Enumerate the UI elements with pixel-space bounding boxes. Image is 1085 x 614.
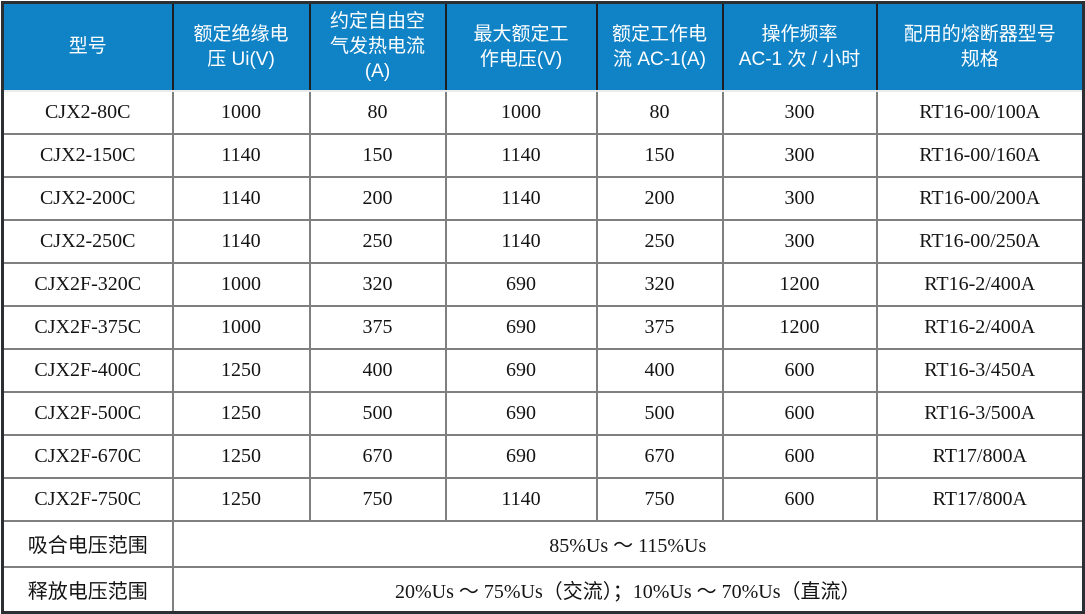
col-header-model: 型号 [1,1,174,92]
cell-fuse: RT16-00/200A [875,175,1085,221]
table-cell: 375 [595,304,724,350]
col-header-insulation-voltage: 额定绝缘电 压 Ui(V) [171,1,311,92]
table-cell: 400 [595,347,724,393]
cell-model: CJX2-250C [1,218,174,264]
table-cell: 250 [595,218,724,264]
cell-model: CJX2-150C [1,132,174,178]
table-row: CJX2F-500C 1250 500 690 500 600 RT16-3/5… [1,390,1085,436]
pickup-voltage-range-label: 吸合电压范围 [1,519,174,568]
col-header-ac1-current: 额定工作电 流 AC-1(A) [595,1,724,92]
table-cell: 320 [308,261,447,307]
table-cell: 750 [595,476,724,522]
table-row: CJX2-250C 1140 250 1140 250 300 RT16-00/… [1,218,1085,264]
cell-fuse: RT17/800A [875,476,1085,522]
table-row: CJX2F-670C 1250 670 690 670 600 RT17/800… [1,433,1085,479]
table-cell: 200 [595,175,724,221]
cell-fuse: RT16-00/100A [875,89,1085,135]
release-voltage-range-label: 释放电压范围 [1,565,174,614]
table-cell: 1200 [721,304,878,350]
table-cell: 1140 [444,476,598,522]
table-cell: 500 [308,390,447,436]
table-cell: 1200 [721,261,878,307]
cell-model: CJX2F-400C [1,347,174,393]
cell-fuse: RT16-2/400A [875,261,1085,307]
table-cell: 670 [595,433,724,479]
table-cell: 600 [721,347,878,393]
col-header-thermal-current: 约定自由空 气发热电流 (A) [308,1,447,92]
table-cell: 1000 [171,89,311,135]
cell-model: CJX2F-375C [1,304,174,350]
pickup-voltage-range-row: 吸合电压范围 85%Us ～ 115%Us [1,519,1085,568]
table-cell: 320 [595,261,724,307]
table-cell: 1000 [171,304,311,350]
table-cell: 300 [721,89,878,135]
table-cell: 1250 [171,390,311,436]
table-cell: 750 [308,476,447,522]
table-cell: 600 [721,390,878,436]
table-row: CJX2-150C 1140 150 1140 150 300 RT16-00/… [1,132,1085,178]
cell-model: CJX2-80C [1,89,174,135]
cell-fuse: RT17/800A [875,433,1085,479]
cell-model: CJX2F-670C [1,433,174,479]
table-cell: 690 [444,304,598,350]
cell-fuse: RT16-3/500A [875,390,1085,436]
table-row: CJX2F-320C 1000 320 690 320 1200 RT16-2/… [1,261,1085,307]
table-row: CJX2-200C 1140 200 1140 200 300 RT16-00/… [1,175,1085,221]
cell-model: CJX2F-500C [1,390,174,436]
table-cell: 300 [721,218,878,264]
table-cell: 500 [595,390,724,436]
table-row: CJX2F-375C 1000 375 690 375 1200 RT16-2/… [1,304,1085,350]
table-cell: 400 [308,347,447,393]
cell-fuse: RT16-00/250A [875,218,1085,264]
table-cell: 300 [721,175,878,221]
cell-fuse: RT16-00/160A [875,132,1085,178]
table-cell: 690 [444,390,598,436]
table-cell: 670 [308,433,447,479]
table-cell: 1140 [444,132,598,178]
header-row: 型号 额定绝缘电 压 Ui(V) 约定自由空 气发热电流 (A) 最大额定工 作… [1,1,1085,92]
table-cell: 250 [308,218,447,264]
table-cell: 690 [444,433,598,479]
table-cell: 300 [721,132,878,178]
table-cell: 600 [721,476,878,522]
cell-fuse: RT16-2/400A [875,304,1085,350]
table-cell: 150 [595,132,724,178]
table-cell: 200 [308,175,447,221]
cell-model: CJX2F-750C [1,476,174,522]
table-cell: 690 [444,347,598,393]
table-cell: 1140 [444,218,598,264]
table-cell: 1000 [171,261,311,307]
col-header-fuse-spec: 配用的熔断器型号 规格 [875,1,1085,92]
table-cell: 1250 [171,347,311,393]
table-row: CJX2F-400C 1250 400 690 400 600 RT16-3/4… [1,347,1085,393]
release-voltage-range-value: 20%Us ～ 75%Us（交流）；10%Us ～ 70%Us（直流） [171,565,1085,614]
pickup-voltage-range-value: 85%Us ～ 115%Us [171,519,1085,568]
table-cell: 150 [308,132,447,178]
table-cell: 1140 [444,175,598,221]
cell-model: CJX2-200C [1,175,174,221]
table-cell: 1140 [171,132,311,178]
table-row: CJX2-80C 1000 80 1000 80 300 RT16-00/100… [1,89,1085,135]
table-cell: 80 [595,89,724,135]
col-header-operating-frequency: 操作频率 AC-1 次 / 小时 [721,1,878,92]
table-row: CJX2F-750C 1250 750 1140 750 600 RT17/80… [1,476,1085,522]
cell-model: CJX2F-320C [1,261,174,307]
table-cell: 1140 [171,175,311,221]
table-cell: 600 [721,433,878,479]
table-cell: 375 [308,304,447,350]
release-voltage-range-row: 释放电压范围 20%Us ～ 75%Us（交流）；10%Us ～ 70%Us（直… [1,565,1085,614]
table-cell: 1140 [171,218,311,264]
table-cell: 80 [308,89,447,135]
table-cell: 1250 [171,433,311,479]
col-header-max-working-voltage: 最大额定工 作电压(V) [444,1,598,92]
table-cell: 690 [444,261,598,307]
cell-fuse: RT16-3/450A [875,347,1085,393]
table-cell: 1250 [171,476,311,522]
table-cell: 1000 [444,89,598,135]
